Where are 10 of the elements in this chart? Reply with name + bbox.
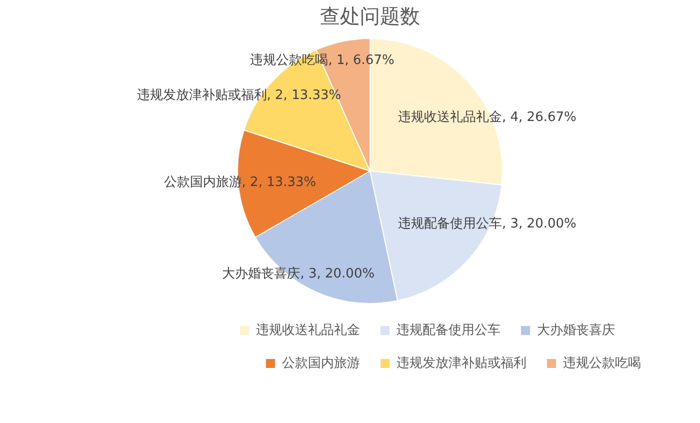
data-label: 违规配备使用公车, 3, 20.00% — [398, 216, 576, 232]
legend-label: 违规公款吃喝 — [563, 356, 641, 371]
legend-label: 违规发放津补贴或福利 — [396, 356, 526, 371]
data-label: 大办婚丧喜庆, 3, 20.00% — [222, 266, 375, 282]
legend-label: 公款国内旅游 — [282, 356, 360, 371]
legend-label: 违规收送礼品礼金 — [256, 322, 360, 338]
legend-label: 违规配备使用公车 — [396, 322, 500, 338]
chart-title: 查处问题数 — [320, 4, 420, 28]
legend-label: 大办婚丧喜庆 — [537, 322, 615, 338]
data-label: 违规收送礼品礼金, 4, 26.67% — [398, 110, 576, 126]
